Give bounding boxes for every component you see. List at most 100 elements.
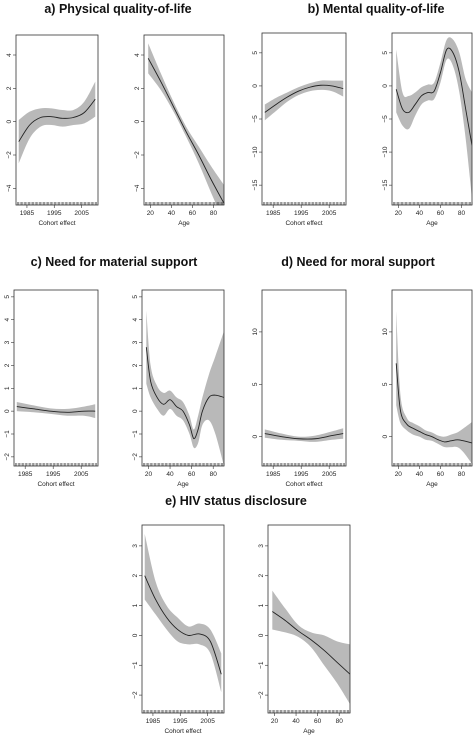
plot-area	[18, 81, 96, 164]
y-tick-label: 5	[382, 51, 389, 55]
y-tick-label: 1	[258, 603, 265, 607]
x-tick-label: 60	[437, 210, 445, 217]
y-tick-label: −1	[132, 430, 139, 438]
y-tick-label: 0	[252, 84, 259, 88]
y-tick-label: 0	[6, 119, 13, 123]
x-tick-label: 2005	[322, 471, 337, 478]
fitted-line	[395, 363, 472, 444]
plot-area	[264, 80, 344, 121]
x-tick-label: 1985	[266, 471, 281, 478]
y-tick-label: 2	[132, 363, 139, 367]
y-tick-label: −5	[382, 115, 389, 123]
rug-marks	[393, 463, 473, 466]
x-tick-label: 40	[292, 718, 300, 725]
x-tick-label: 2005	[74, 210, 89, 217]
x-tick-label: 1985	[266, 210, 281, 217]
fitted-line	[272, 611, 350, 675]
y-tick-label: 0	[132, 633, 139, 637]
panel-a-cohort: −4 −2 0 2 4 1985 1995 2005 Cohort effect	[6, 34, 99, 227]
fitted-line	[147, 58, 224, 204]
y-tick-label: −10	[252, 146, 259, 157]
y-tick-label: 0	[132, 409, 139, 413]
y-tick-label: −4	[134, 184, 141, 192]
rug-marks	[15, 463, 97, 466]
confidence-band	[264, 80, 344, 121]
panel-e-cohort: −2 −1 0 1 2 3 1985 1995 2005 Cohort effect	[132, 524, 225, 735]
x-axis-label: Cohort effect	[285, 481, 322, 488]
y-tick-label: −1	[132, 661, 139, 669]
y-tick-label: −15	[252, 179, 259, 190]
x-axis-label: Age	[177, 481, 189, 488]
section-title-a: a) Physical quality-of-life	[44, 2, 191, 16]
x-tick-label: 80	[210, 210, 218, 217]
x-tick-label: 1995	[46, 471, 61, 478]
y-tick-label: 2	[4, 363, 11, 367]
fitted-line	[395, 47, 472, 146]
x-axis-label: Cohort effect	[38, 220, 75, 227]
x-tick-label: 20	[395, 210, 403, 217]
y-tick-label: 3	[4, 340, 11, 344]
x-tick-label: 1995	[294, 210, 309, 217]
y-tick-label: 0	[4, 409, 11, 413]
y-tick-label: 5	[252, 51, 259, 55]
fitted-line	[145, 347, 224, 440]
y-tick-label: 2	[6, 86, 13, 90]
x-axis-label: Cohort effect	[285, 220, 322, 227]
rug-marks	[17, 202, 97, 205]
y-tick-label: −1	[4, 430, 11, 438]
y-tick-label: −2	[4, 453, 11, 461]
x-axis-label: Cohort effect	[37, 481, 74, 488]
confidence-band	[16, 402, 96, 418]
x-tick-label: 60	[314, 718, 322, 725]
y-tick-label: 2	[134, 86, 141, 90]
fitted-line	[144, 575, 222, 675]
x-tick-label: 1995	[47, 210, 62, 217]
y-tick-label: 5	[4, 295, 11, 299]
section-title-c: c) Need for material support	[31, 255, 199, 269]
x-tick-label: 2005	[200, 718, 215, 725]
x-tick-label: 40	[168, 210, 176, 217]
panel-c-age: −2 −1 0 1 2 3 4 5 20 40 60 80 Age	[132, 289, 225, 488]
x-tick-label: 40	[416, 210, 424, 217]
confidence-band	[148, 43, 224, 205]
rug-marks	[263, 463, 345, 466]
confidence-band	[144, 533, 222, 693]
confidence-band	[264, 428, 344, 442]
y-tick-label: 10	[382, 328, 389, 336]
confidence-band	[396, 37, 472, 199]
fitted-line	[16, 406, 96, 413]
x-tick-label: 60	[188, 471, 196, 478]
fitted-line	[18, 98, 96, 142]
y-tick-label: 0	[258, 633, 265, 637]
y-tick-label: −1	[258, 661, 265, 669]
y-tick-label: −2	[258, 691, 265, 699]
plot-area	[395, 37, 472, 199]
x-tick-label: 80	[458, 471, 466, 478]
x-tick-label: 20	[145, 471, 153, 478]
confidence-band	[146, 310, 224, 466]
plot-frame	[141, 524, 225, 714]
y-tick-label: 1	[132, 603, 139, 607]
rug-marks	[143, 463, 225, 466]
x-tick-label: 20	[395, 471, 403, 478]
y-tick-label: 5	[132, 295, 139, 299]
confidence-band	[272, 590, 350, 705]
confidence-band	[18, 81, 96, 164]
y-tick-label: 4	[132, 318, 139, 322]
y-tick-label: −5	[252, 115, 259, 123]
x-tick-label: 1985	[146, 718, 161, 725]
y-tick-label: 2	[132, 574, 139, 578]
x-axis-label: Age	[426, 220, 438, 227]
confidence-band	[396, 310, 472, 464]
plot-frame	[13, 289, 99, 467]
x-tick-label: 2005	[322, 210, 337, 217]
rug-marks	[145, 202, 225, 205]
plot-area	[144, 533, 222, 693]
x-tick-label: 60	[437, 471, 445, 478]
plot-area	[145, 310, 224, 466]
rug-marks	[263, 202, 345, 205]
plot-area	[272, 590, 350, 705]
